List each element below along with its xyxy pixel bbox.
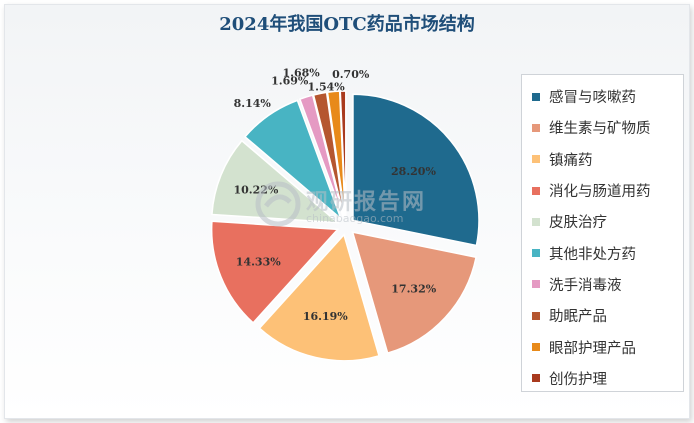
legend-swatch xyxy=(532,311,540,320)
slice-labels: 28.20% 17.32% 16.19% 14.33% 10.22% 8.14% 1.69%… xyxy=(233,67,436,323)
legend-swatch xyxy=(532,186,540,195)
legend-swatch xyxy=(532,123,540,132)
legend-item: 消化与肠道用药 xyxy=(532,175,683,206)
legend-item: 其他非处方药 xyxy=(532,237,683,268)
slice-data-label: 8.14% xyxy=(234,97,272,110)
legend-label: 创伤护理 xyxy=(549,371,607,388)
pie-slice xyxy=(339,90,347,218)
slice-data-label: 16.19% xyxy=(303,310,348,323)
slice-data-label: 28.20% xyxy=(391,165,436,178)
legend-swatch xyxy=(532,343,540,352)
legend-label: 其他非处方药 xyxy=(549,246,636,263)
legend-label: 皮肤治疗 xyxy=(549,215,607,232)
chart-legend: 感冒与咳嗽药 维生素与矿物质 镇痛药消化与肠道用药 皮肤治疗其他非处方药 洗手消毒液助眠… xyxy=(521,74,684,392)
legend-item: 皮肤治疗 xyxy=(532,206,683,237)
slice-data-label: 1.69% xyxy=(271,75,309,88)
legend-item: 镇痛药 xyxy=(532,144,683,175)
legend-swatch xyxy=(532,374,540,383)
legend-item: 感冒与咳嗽药 xyxy=(532,81,683,112)
legend-swatch xyxy=(532,280,540,289)
legend-swatch xyxy=(532,217,540,226)
legend-label: 眼部护理产品 xyxy=(549,340,636,357)
legend-label: 感冒与咳嗽药 xyxy=(549,90,636,107)
slice-data-label: 10.22% xyxy=(233,183,278,196)
legend-swatch xyxy=(532,155,540,164)
slice-data-label: 1.68% xyxy=(283,67,321,80)
legend-item: 洗手消毒液 xyxy=(532,269,683,300)
legend-item: 维生素与矿物质 xyxy=(532,112,683,143)
legend-swatch xyxy=(532,249,540,258)
legend-swatch xyxy=(532,92,540,101)
legend-item: 助眠产品 xyxy=(532,300,683,331)
legend-label: 洗手消毒液 xyxy=(549,277,622,294)
pie-slice xyxy=(351,231,477,355)
pie-slice xyxy=(352,93,480,247)
legend-label: 镇痛药 xyxy=(549,152,593,169)
legend-label: 消化与肠道用药 xyxy=(549,184,651,201)
pie-slice xyxy=(210,220,340,324)
pie-slice xyxy=(258,233,380,362)
slice-data-label: 1.54% xyxy=(308,81,346,94)
chart-title: 2024年我国OTC药品市场结构 xyxy=(219,14,475,35)
pie-slice xyxy=(312,91,346,218)
slice-data-label: 17.32% xyxy=(391,282,436,295)
legend-item: 创伤护理 xyxy=(532,363,683,394)
pie-slice xyxy=(243,99,343,222)
slice-data-label: 14.33% xyxy=(236,256,281,269)
slice-data-label: 0.70% xyxy=(332,68,370,81)
legend-item: 眼部护理产品 xyxy=(532,331,683,362)
pie-slices xyxy=(210,90,480,362)
legend-label: 维生素与矿物质 xyxy=(549,121,651,138)
pie-slice xyxy=(298,94,345,218)
legend-label: 助眠产品 xyxy=(549,309,607,326)
